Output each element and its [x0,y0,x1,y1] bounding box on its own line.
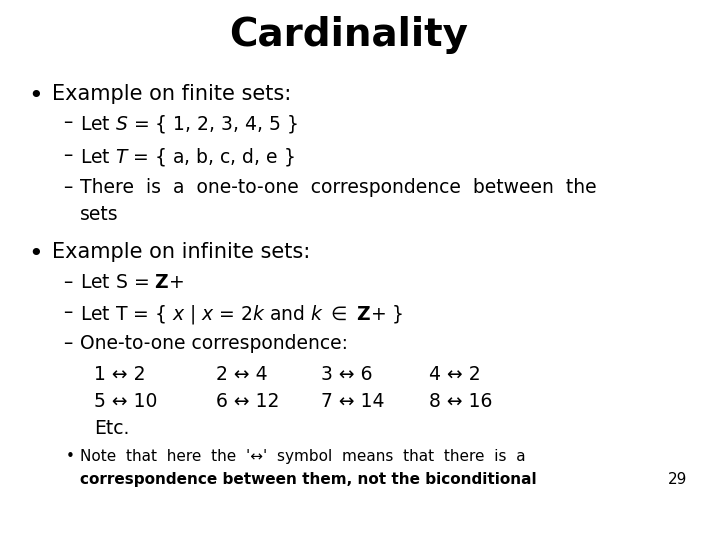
Text: Note  that  here  the  '↔'  symbol  means  that  there  is  a: Note that here the '↔' symbol means that… [80,449,526,464]
Text: sets: sets [80,205,119,224]
Text: Let T = { $x$ | $x$ = 2$k$ and $k$ $\in$ $\mathbf{Z}$+ }: Let T = { $x$ | $x$ = 2$k$ and $k$ $\in$… [80,303,404,327]
Text: 2 ↔ 4: 2 ↔ 4 [216,365,268,384]
Text: Example on infinite sets:: Example on infinite sets: [53,242,310,262]
Text: –: – [63,273,72,292]
Text: Example on finite sets:: Example on finite sets: [53,84,292,104]
Text: •: • [28,84,42,107]
Text: •: • [28,242,42,266]
Text: 5 ↔ 10: 5 ↔ 10 [94,392,158,411]
Text: There  is  a  one-to-one  correspondence  between  the: There is a one-to-one correspondence bet… [80,178,597,197]
Text: Cardinality: Cardinality [229,16,468,54]
Text: 1 ↔ 2: 1 ↔ 2 [94,365,145,384]
Text: 7 ↔ 14: 7 ↔ 14 [320,392,384,411]
Text: •: • [66,449,75,464]
Text: –: – [63,303,72,322]
Text: 29: 29 [668,472,688,487]
Text: Let S = $\mathbf{Z}$+: Let S = $\mathbf{Z}$+ [80,273,184,292]
Text: –: – [63,146,72,165]
Text: Let $T$ = { a, b, c, d, e }: Let $T$ = { a, b, c, d, e } [80,146,294,168]
Text: 6 ↔ 12: 6 ↔ 12 [216,392,279,411]
Text: –: – [63,113,72,132]
Text: correspondence between them, not the biconditional: correspondence between them, not the bic… [80,472,537,487]
Text: 3 ↔ 6: 3 ↔ 6 [320,365,372,384]
Text: Etc.: Etc. [94,419,130,438]
Text: Let $S$ = { 1, 2, 3, 4, 5 }: Let $S$ = { 1, 2, 3, 4, 5 } [80,113,298,136]
Text: –: – [63,178,72,197]
Text: 8 ↔ 16: 8 ↔ 16 [429,392,492,411]
Text: –: – [63,334,72,353]
Text: 4 ↔ 2: 4 ↔ 2 [429,365,480,384]
Text: One-to-one correspondence:: One-to-one correspondence: [80,334,348,353]
